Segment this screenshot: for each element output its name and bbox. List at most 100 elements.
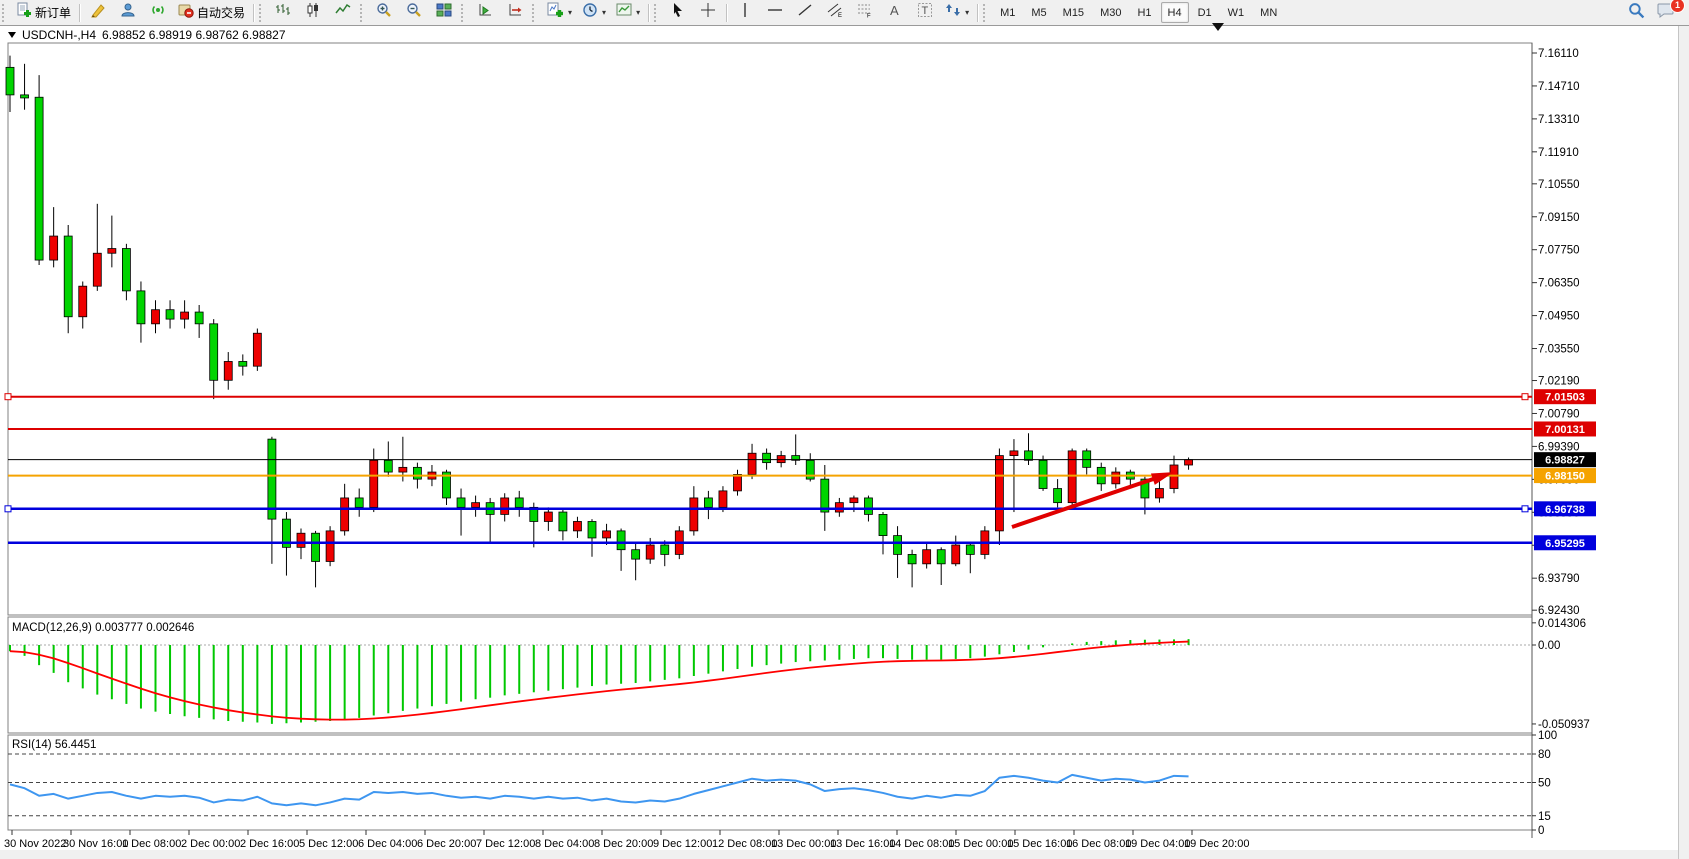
line-chart-button[interactable] (329, 2, 357, 24)
toolbar-grip (532, 3, 539, 22)
svg-text:0: 0 (1538, 825, 1544, 837)
tile-windows-button[interactable] (430, 2, 458, 24)
metaeditor-icon (90, 2, 106, 23)
crosshair-button[interactable] (694, 2, 722, 24)
fibonacci-icon: F (857, 2, 873, 23)
svg-text:7.13310: 7.13310 (1538, 114, 1580, 126)
candlestick-chart-button[interactable] (299, 2, 327, 24)
zoom-in-button[interactable] (370, 2, 398, 24)
auto-scroll-button[interactable] (471, 2, 499, 24)
svg-text:A: A (890, 3, 899, 18)
svg-text:7.04950: 7.04950 (1538, 311, 1580, 323)
arrows-button[interactable]: ▾ (941, 2, 973, 24)
timeframe-button-D1[interactable]: D1 (1197, 6, 1212, 19)
candle-body (573, 521, 582, 532)
candle-body (180, 311, 190, 320)
new-order-button[interactable]: 新订单 (12, 2, 75, 24)
metaeditor-button[interactable] (84, 2, 112, 24)
notifications-button[interactable]: 1 (1652, 0, 1685, 24)
trendline-button[interactable] (791, 2, 819, 24)
macd-label: MACD(12,26,9) 0.003777 0.002646 (12, 622, 194, 634)
timeframe-button-W1[interactable]: W1 (1227, 6, 1245, 19)
templates-button[interactable]: ▾ (612, 2, 644, 24)
candle-body (878, 514, 888, 536)
chart-shift-icon (507, 2, 523, 23)
chart-shift-button[interactable] (501, 2, 529, 24)
candle-body (893, 535, 902, 555)
fibonacci-button[interactable]: F (851, 2, 879, 24)
svg-text:6.99390: 6.99390 (1538, 441, 1580, 453)
candle-body (223, 361, 233, 381)
timeframe-group: M1 M5 M15 M30 H1 H4 D1 W1 MN (992, 2, 1285, 23)
horizontal-line-button[interactable] (761, 2, 789, 24)
svg-text:7.00790: 7.00790 (1538, 408, 1580, 420)
timeframe-button-M5[interactable]: M5 (1031, 6, 1047, 19)
toolbar-grip (259, 3, 266, 22)
svg-text:6.98827: 6.98827 (1545, 455, 1585, 467)
candle-body (282, 518, 291, 548)
candle-body (92, 252, 102, 287)
zoom-out-icon (406, 2, 422, 23)
text-label-icon: T (917, 2, 933, 23)
candle-body (907, 554, 917, 565)
chart-shift-marker[interactable] (1212, 23, 1224, 31)
timeframe-button-M30[interactable]: M30 (1100, 6, 1122, 19)
symbol-dropdown-icon[interactable] (8, 32, 16, 38)
candle-body (965, 544, 975, 555)
candle-body (602, 530, 611, 539)
main-toolbar: 新订单 自动交易 (0, 0, 1689, 26)
periods-button[interactable]: ▾ (578, 2, 610, 24)
candle-body (398, 466, 408, 473)
svg-text:7.16110: 7.16110 (1538, 48, 1579, 60)
svg-text:100: 100 (1538, 730, 1557, 742)
timeframe-button-M15[interactable]: M15 (1062, 6, 1085, 19)
candle-body (165, 309, 175, 320)
svg-text:0.014306: 0.014306 (1538, 618, 1586, 630)
equidistant-channel-button[interactable]: E (821, 2, 849, 24)
community-button[interactable] (114, 2, 142, 24)
timeframe-button-M1[interactable]: M1 (1000, 6, 1016, 19)
window-right-strip (1678, 26, 1689, 859)
vertical-line-button[interactable] (731, 2, 759, 24)
zoom-out-button[interactable] (400, 2, 428, 24)
candle-body (1184, 459, 1193, 466)
trendline-icon (797, 2, 813, 23)
svg-text:13 Dec 00:00: 13 Dec 00:00 (771, 838, 836, 850)
svg-text:6.96738: 6.96738 (1545, 504, 1585, 516)
text-button[interactable]: A (881, 2, 909, 24)
candle-body (660, 544, 670, 555)
chevron-down-icon: ▾ (636, 8, 641, 17)
candle-body (762, 452, 771, 464)
svg-text:F: F (867, 14, 871, 19)
indicators-button[interactable]: ▾ (542, 2, 576, 24)
chart-ohlc-readout: 6.98852 6.98919 6.98762 6.98827 (102, 28, 286, 42)
candle-body (1169, 464, 1179, 489)
candle-body (805, 459, 815, 480)
candle-body (922, 549, 932, 565)
text-icon: A (887, 2, 903, 23)
svg-text:6.95295: 6.95295 (1545, 538, 1585, 550)
svg-text:1 Dec 08:00: 1 Dec 08:00 (122, 838, 181, 850)
candle-body (311, 532, 320, 562)
chart-panel (7, 42, 1533, 616)
svg-text:50: 50 (1538, 778, 1551, 790)
cursor-button[interactable] (664, 2, 692, 24)
bar-chart-button[interactable] (269, 2, 297, 24)
svg-text:12 Dec 08:00: 12 Dec 08:00 (712, 838, 777, 850)
svg-text:7 Dec 12:00: 7 Dec 12:00 (476, 838, 535, 850)
timeframe-button-MN[interactable]: MN (1260, 6, 1278, 19)
svg-text:E: E (838, 13, 842, 18)
autotrading-button[interactable]: 自动交易 (174, 2, 249, 24)
timeframe-button-H1[interactable]: H1 (1137, 6, 1152, 19)
timeframe-button-H4[interactable]: H4 (1160, 2, 1189, 23)
signals-button[interactable] (144, 2, 172, 24)
svg-text:7.01503: 7.01503 (1545, 392, 1585, 404)
price-badges: 7.01503 7.00131 6.98827 6.98150 6.96738 6.952… (1534, 389, 1596, 551)
svg-text:15 Dec 16:00: 15 Dec 16:00 (1007, 838, 1072, 850)
text-label-button[interactable]: T (911, 2, 939, 24)
svg-text:30 Nov 16:00: 30 Nov 16:00 (63, 838, 128, 850)
svg-text:80: 80 (1538, 749, 1551, 761)
svg-text:7.07750: 7.07750 (1538, 245, 1580, 257)
search-button[interactable] (1622, 2, 1650, 24)
